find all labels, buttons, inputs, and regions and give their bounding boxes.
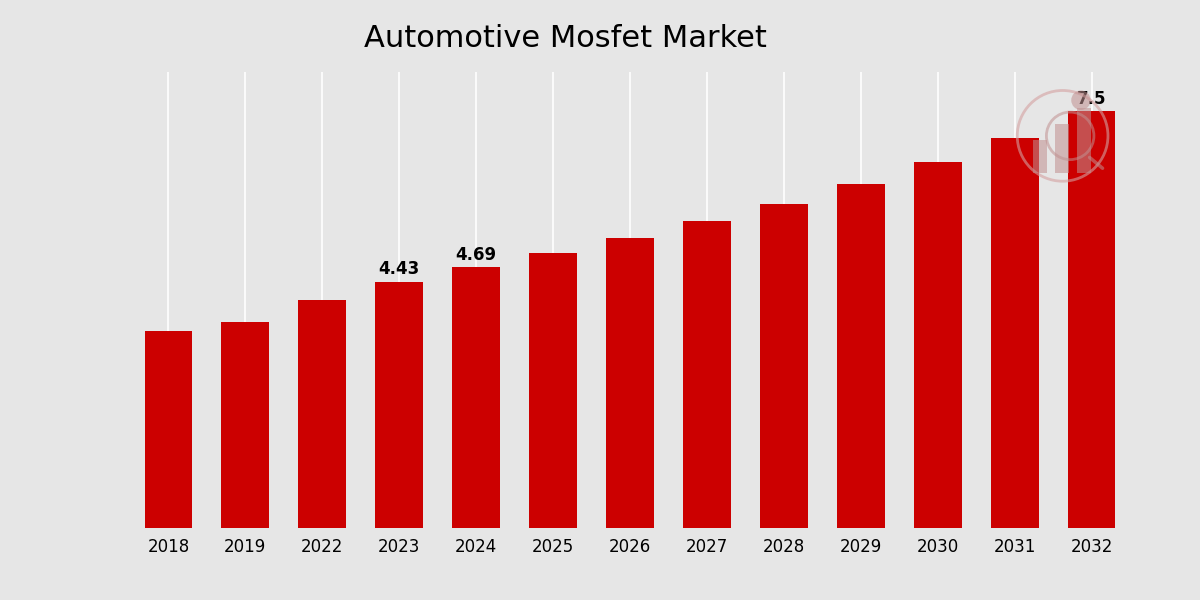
Bar xyxy=(1033,140,1048,173)
Bar xyxy=(683,221,731,528)
Bar xyxy=(836,184,884,528)
Bar xyxy=(991,137,1038,528)
Title: Automotive Mosfet Market: Automotive Mosfet Market xyxy=(365,24,767,53)
Bar xyxy=(914,162,961,528)
Bar xyxy=(144,331,192,528)
Text: 7.5: 7.5 xyxy=(1076,89,1106,107)
Bar xyxy=(299,300,346,528)
Bar xyxy=(1076,108,1091,173)
Text: 4.69: 4.69 xyxy=(456,246,497,264)
Bar xyxy=(529,253,577,528)
Bar xyxy=(1055,124,1069,173)
Bar xyxy=(222,322,269,528)
Bar xyxy=(760,205,808,528)
Circle shape xyxy=(1072,91,1091,110)
Bar xyxy=(1068,111,1116,528)
Text: 4.43: 4.43 xyxy=(378,260,420,278)
Bar xyxy=(452,267,500,528)
Bar xyxy=(606,238,654,528)
Bar xyxy=(376,281,424,528)
